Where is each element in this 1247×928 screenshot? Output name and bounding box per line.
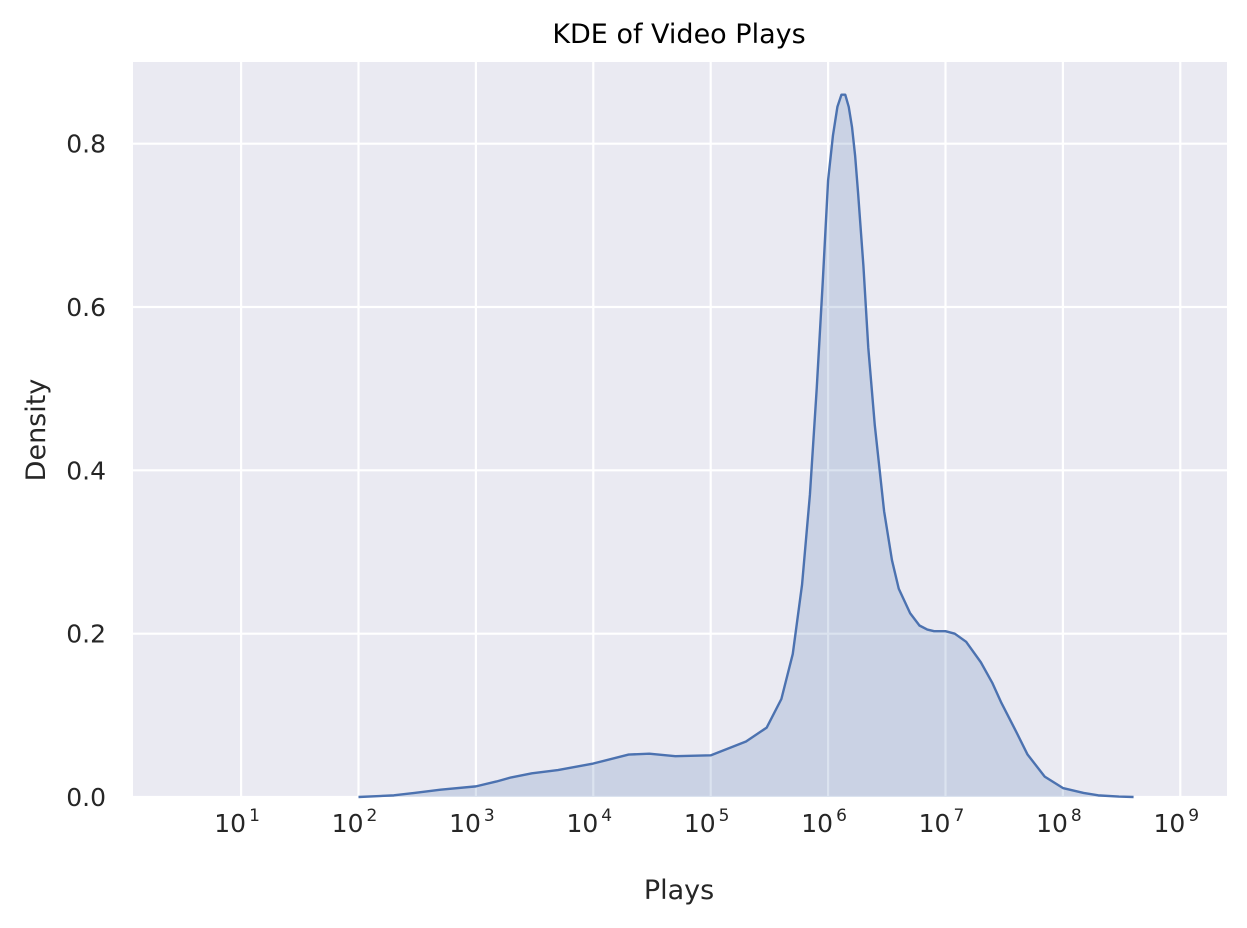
x-tick-label: 10 5 bbox=[684, 806, 730, 838]
chart-title: KDE of Video Plays bbox=[552, 19, 805, 50]
y-axis-label: Density bbox=[21, 379, 52, 482]
y-tick-label: 0.8 bbox=[66, 130, 106, 159]
y-tick-label: 0.4 bbox=[66, 456, 106, 485]
y-gridlines bbox=[133, 142, 1227, 799]
x-tick-label: 10 9 bbox=[1153, 806, 1199, 838]
y-tick-label: 0.6 bbox=[66, 293, 106, 322]
x-tick-label: 10 3 bbox=[449, 806, 495, 838]
x-tick-labels: 10 1 10 2 10 3 10 4 10 5 10 6 10 7 10 8 10 9 bbox=[214, 806, 1199, 838]
x-tick-label: 10 7 bbox=[919, 806, 965, 838]
x-tick-label: 10 4 bbox=[566, 806, 612, 838]
x-tick-label: 10 8 bbox=[1036, 806, 1082, 838]
kde-line bbox=[358, 93, 1134, 799]
x-tick-label: 10 1 bbox=[214, 806, 260, 838]
x-axis-label: Plays bbox=[644, 875, 714, 906]
y-tick-label: 0.0 bbox=[66, 783, 106, 812]
x-tick-label: 10 2 bbox=[332, 806, 378, 838]
y-tick-label: 0.2 bbox=[66, 620, 106, 649]
plot-area bbox=[133, 62, 1227, 797]
y-tick-labels: 0.0 0.2 0.4 0.6 0.8 bbox=[66, 130, 106, 812]
x-tick-label: 10 6 bbox=[801, 806, 847, 838]
x-gridlines bbox=[240, 62, 1182, 797]
